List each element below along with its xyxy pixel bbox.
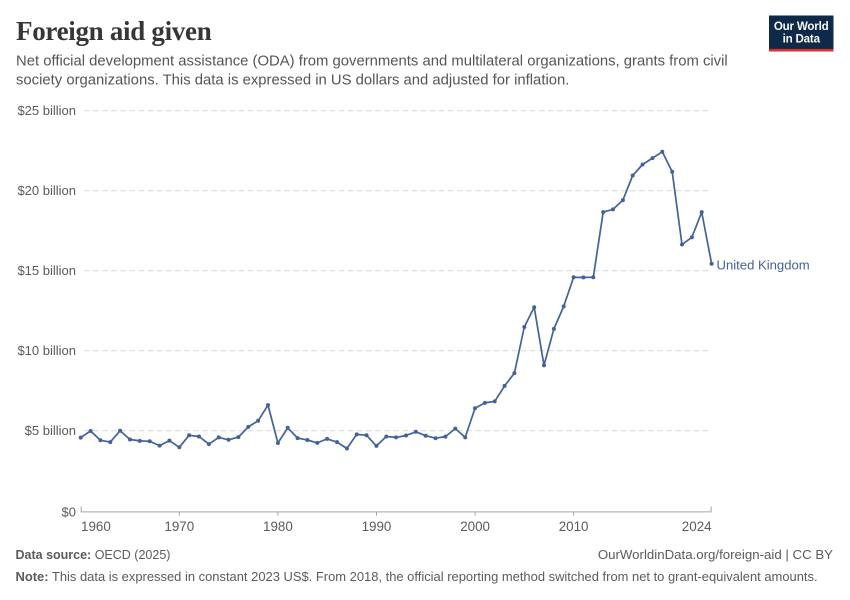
svg-text:Data source: OECD (2025): Data source: OECD (2025) xyxy=(16,548,171,562)
svg-text:$25 billion: $25 billion xyxy=(17,103,76,118)
svg-text:Net official development assis: Net official development assistance (ODA… xyxy=(16,54,728,70)
svg-text:OurWorldinData.org/foreign-aid: OurWorldinData.org/foreign-aid | CC BY xyxy=(598,547,833,562)
svg-text:United Kingdom: United Kingdom xyxy=(717,258,810,273)
svg-text:$0: $0 xyxy=(62,505,76,520)
svg-text:1960: 1960 xyxy=(81,519,111,534)
svg-text:1980: 1980 xyxy=(263,519,293,534)
svg-text:1970: 1970 xyxy=(164,519,194,534)
svg-text:in Data: in Data xyxy=(783,32,821,45)
svg-text:$5 billion: $5 billion xyxy=(25,423,76,438)
svg-text:2010: 2010 xyxy=(559,519,589,534)
svg-text:1990: 1990 xyxy=(362,519,392,534)
svg-text:Our World: Our World xyxy=(774,20,829,33)
svg-text:Note: This data is expressed i: Note: This data is expressed in constant… xyxy=(16,569,818,584)
svg-text:society organizations. This da: society organizations. This data is expr… xyxy=(16,73,569,89)
svg-text:Foreign aid given: Foreign aid given xyxy=(16,16,212,46)
svg-text:$15 billion: $15 billion xyxy=(17,263,76,278)
svg-text:2000: 2000 xyxy=(460,519,490,534)
svg-text:$20 billion: $20 billion xyxy=(17,183,76,198)
svg-text:2024: 2024 xyxy=(682,519,712,534)
svg-text:$10 billion: $10 billion xyxy=(17,343,76,358)
